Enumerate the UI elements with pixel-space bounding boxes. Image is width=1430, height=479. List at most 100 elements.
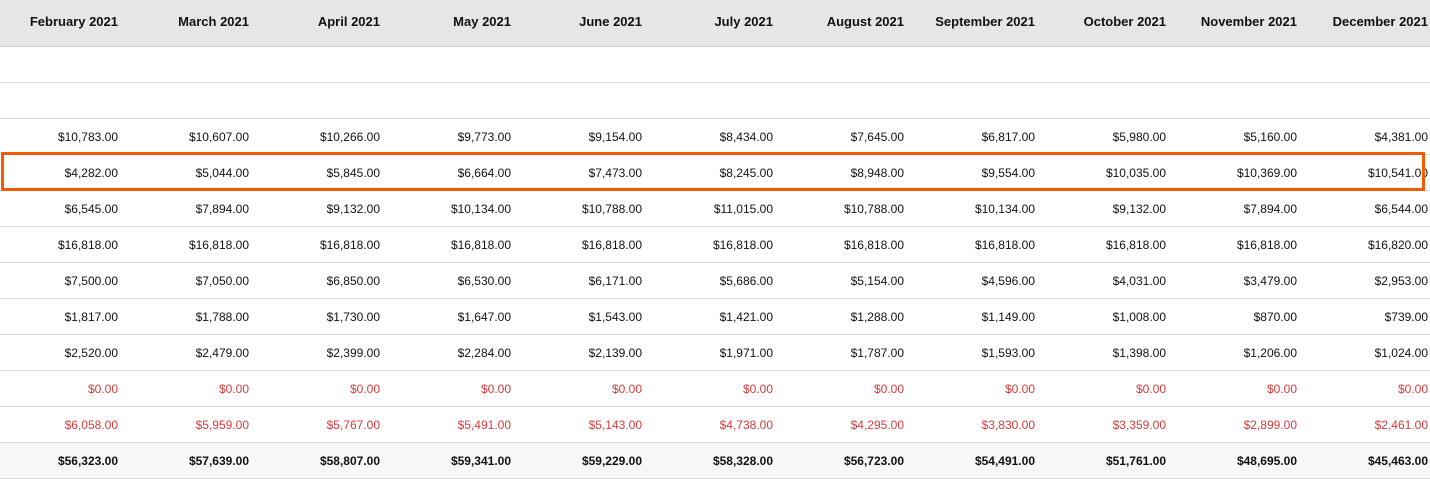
table-cell xyxy=(1035,83,1166,118)
table-cell: $7,500.00 xyxy=(64,274,118,288)
table-cell: $7,894.00 xyxy=(1243,202,1297,216)
table-cell: $10,788.00 xyxy=(843,202,904,216)
table-cell: $0.00 xyxy=(1266,382,1297,396)
table-cell xyxy=(511,47,642,82)
table-cell: $9,132.00 xyxy=(1112,202,1166,216)
table-cell: $4,295.00 xyxy=(850,418,904,432)
table-cell: $8,948.00 xyxy=(850,166,904,180)
table-cell: $2,520.00 xyxy=(64,346,118,360)
table-cell: $4,381.00 xyxy=(1374,130,1428,144)
table-header-row: February 2021 March 2021 April 2021 May … xyxy=(0,0,1430,47)
table-cell xyxy=(118,47,249,82)
table-cell: $1,593.00 xyxy=(981,346,1035,360)
table-cell: $9,554.00 xyxy=(981,166,1035,180)
table-cell xyxy=(1166,47,1297,82)
column-header-december-2021[interactable]: December 2021 xyxy=(1332,14,1428,29)
table-cell: $7,645.00 xyxy=(850,130,904,144)
table-cell: $5,154.00 xyxy=(850,274,904,288)
column-header-february-2021[interactable]: February 2021 xyxy=(29,14,118,29)
column-header-august-2021[interactable]: August 2021 xyxy=(826,14,904,29)
table-cell: $1,288.00 xyxy=(850,310,904,324)
table-cell: $4,031.00 xyxy=(1112,274,1166,288)
table-cell xyxy=(0,47,118,82)
table-cell: $0.00 xyxy=(611,382,642,396)
total-cell: $59,341.00 xyxy=(450,454,511,468)
table-cell: $3,830.00 xyxy=(981,418,1035,432)
table-cell: $5,980.00 xyxy=(1112,130,1166,144)
table-cell: $7,473.00 xyxy=(588,166,642,180)
table-cell: $6,171.00 xyxy=(588,274,642,288)
table-cell: $0.00 xyxy=(1004,382,1035,396)
column-header-october-2021[interactable]: October 2021 xyxy=(1083,14,1166,29)
table-cell xyxy=(118,83,249,118)
column-header-november-2021[interactable]: November 2021 xyxy=(1200,14,1297,29)
table-cell: $1,817.00 xyxy=(64,310,118,324)
table-row: $16,818.00 $16,818.00 $16,818.00 $16,818.00… xyxy=(0,227,1430,263)
table-cell: $2,399.00 xyxy=(326,346,380,360)
table-cell: $3,359.00 xyxy=(1112,418,1166,432)
total-cell: $56,723.00 xyxy=(843,454,904,468)
table-cell: $1,971.00 xyxy=(719,346,773,360)
table-row: $1,817.00 $1,788.00 $1,730.00 $1,647.00 $1,5… xyxy=(0,299,1430,335)
table-cell: $10,541.00 xyxy=(1367,166,1428,180)
table-cell: $5,491.00 xyxy=(457,418,511,432)
table-row: $6,545.00 $7,894.00 $9,132.00 $10,134.00 $10… xyxy=(0,191,1430,227)
table-cell: $1,008.00 xyxy=(1112,310,1166,324)
table-cell: $7,050.00 xyxy=(195,274,249,288)
table-cell: $1,206.00 xyxy=(1243,346,1297,360)
table-cell: $16,818.00 xyxy=(974,238,1035,252)
table-cell: $2,461.00 xyxy=(1374,418,1428,432)
table-cell: $9,132.00 xyxy=(326,202,380,216)
table-cell: $1,730.00 xyxy=(326,310,380,324)
table-row-highlighted[interactable]: $4,282.00 $5,044.00 $5,845.00 $6,664.00 $7,4… xyxy=(0,155,1430,191)
table-cell: $16,818.00 xyxy=(450,238,511,252)
table-cell xyxy=(1035,47,1166,82)
table-cell xyxy=(773,83,904,118)
table-cell: $1,647.00 xyxy=(457,310,511,324)
table-totals-row: $56,323.00 $57,639.00 $58,807.00 $59,341.00… xyxy=(0,443,1430,479)
table-cell: $16,818.00 xyxy=(57,238,118,252)
table-cell: $6,850.00 xyxy=(326,274,380,288)
column-header-may-2021[interactable]: May 2021 xyxy=(453,14,511,29)
table-row-negative: $6,058.00 $5,959.00 $5,767.00 $5,491.00 $5,1… xyxy=(0,407,1430,443)
table-cell xyxy=(380,47,511,82)
table-cell: $870.00 xyxy=(1253,310,1297,324)
table-cell: $11,015.00 xyxy=(713,202,773,216)
column-header-september-2021[interactable]: September 2021 xyxy=(935,14,1035,29)
table-cell: $5,686.00 xyxy=(719,274,773,288)
table-cell: $1,398.00 xyxy=(1112,346,1166,360)
table-cell: $4,282.00 xyxy=(64,166,118,180)
table-cell: $10,788.00 xyxy=(581,202,642,216)
table-cell: $0.00 xyxy=(742,382,773,396)
table-cell: $5,959.00 xyxy=(195,418,249,432)
table-cell: $2,953.00 xyxy=(1374,274,1428,288)
table-cell: $0.00 xyxy=(873,382,904,396)
column-header-june-2021[interactable]: June 2021 xyxy=(579,14,642,29)
table-cell: $1,024.00 xyxy=(1374,346,1428,360)
table-cell: $2,479.00 xyxy=(195,346,249,360)
table-cell: $0.00 xyxy=(480,382,511,396)
table-cell xyxy=(1166,83,1297,118)
column-header-march-2021[interactable]: March 2021 xyxy=(178,14,249,29)
total-cell: $45,463.00 xyxy=(1367,454,1428,468)
table-cell: $6,530.00 xyxy=(457,274,511,288)
total-cell: $48,695.00 xyxy=(1236,454,1297,468)
total-cell: $54,491.00 xyxy=(974,454,1035,468)
table-cell: $4,738.00 xyxy=(719,418,773,432)
table-cell: $10,783.00 xyxy=(57,130,118,144)
table-cell: $10,134.00 xyxy=(450,202,511,216)
table-cell: $1,149.00 xyxy=(981,310,1035,324)
table-cell xyxy=(249,47,380,82)
total-cell: $59,229.00 xyxy=(581,454,642,468)
column-header-april-2021[interactable]: April 2021 xyxy=(317,14,380,29)
table-cell: $0.00 xyxy=(87,382,118,396)
table-cell xyxy=(642,83,773,118)
column-header-july-2021[interactable]: July 2021 xyxy=(714,14,773,29)
table-cell: $1,787.00 xyxy=(850,346,904,360)
table-cell xyxy=(773,47,904,82)
table-cell: $5,044.00 xyxy=(195,166,249,180)
table-cell: $5,767.00 xyxy=(326,418,380,432)
table-cell: $6,545.00 xyxy=(64,202,118,216)
table-cell: $0.00 xyxy=(1397,382,1428,396)
